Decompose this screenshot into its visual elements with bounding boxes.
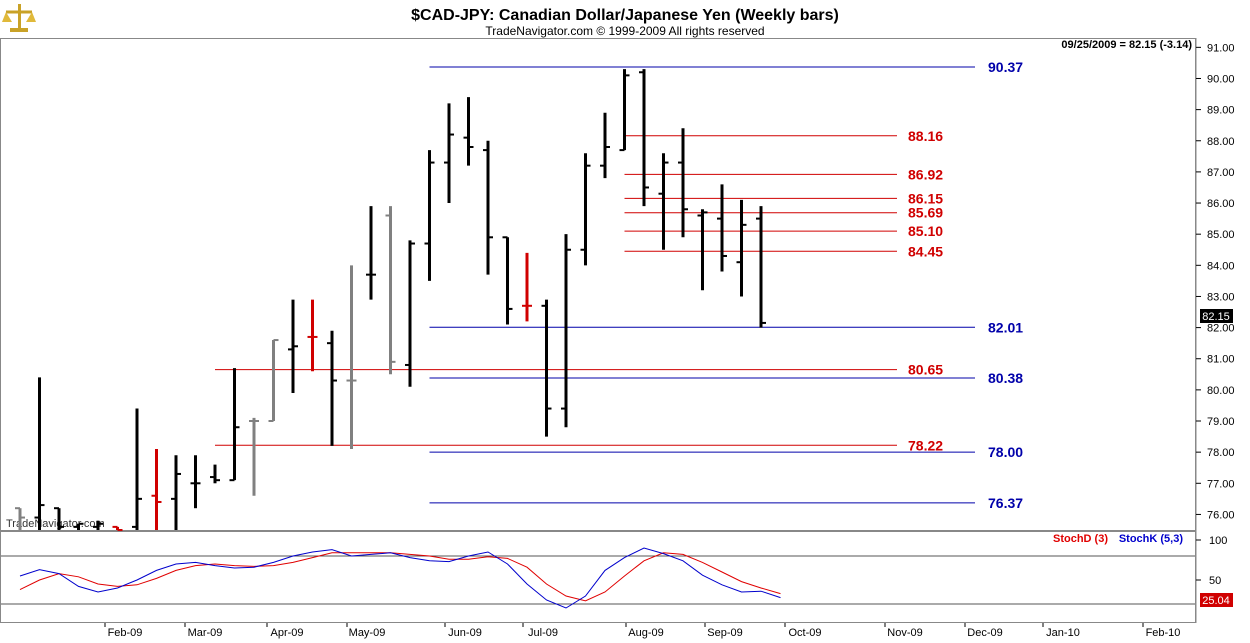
y-tick-label: 90.00 bbox=[1207, 73, 1235, 85]
last-price-label: 82.15 bbox=[1202, 311, 1230, 323]
last-price-tag bbox=[1200, 309, 1233, 323]
y-tick-label: 81.00 bbox=[1207, 354, 1235, 366]
level-label: 80.65 bbox=[908, 362, 943, 378]
scales-logo-icon bbox=[2, 4, 36, 32]
x-tick-label: Jul-09 bbox=[528, 627, 558, 639]
x-tick-label: Jan-10 bbox=[1046, 627, 1080, 639]
time-axis: Feb-09 Mar-09 Apr-09 May-09 Jun-09 Jul-09 Aug-… bbox=[104, 623, 1181, 639]
stochD-line bbox=[19, 552, 781, 602]
y-tick-label: 79.00 bbox=[1207, 416, 1235, 428]
level-label: 76.37 bbox=[988, 495, 1023, 511]
stoch-last-tag bbox=[1200, 593, 1233, 607]
level-label: 78.22 bbox=[908, 437, 943, 453]
y-tick-label: 78.00 bbox=[1207, 447, 1235, 459]
level-label: 88.16 bbox=[908, 128, 943, 144]
x-tick-label: Dec-09 bbox=[967, 627, 1002, 639]
x-tick-label: Sep-09 bbox=[707, 627, 742, 639]
level-label: 86.92 bbox=[908, 166, 943, 182]
x-tick-label: Apr-09 bbox=[270, 627, 303, 639]
x-tick-label: Mar-09 bbox=[188, 627, 223, 639]
stoch-tick-label: 100 bbox=[1209, 535, 1227, 547]
y-tick-label: 80.00 bbox=[1207, 385, 1235, 397]
price-pane bbox=[0, 38, 1196, 531]
stochK-line bbox=[19, 547, 781, 609]
quote-readout: 09/25/2009 = 82.15 (-3.14) bbox=[1061, 39, 1192, 51]
price-axis: 91.00 90.00 89.00 88.00 87.00 86.00 85.00 84.00… bbox=[1196, 42, 1235, 521]
y-tick-label: 89.00 bbox=[1207, 105, 1235, 117]
x-tick-label: Nov-09 bbox=[887, 627, 922, 639]
stoch-pane bbox=[0, 531, 1196, 623]
x-tick-label: Feb-09 bbox=[108, 627, 143, 639]
x-tick-label: Feb-10 bbox=[1146, 627, 1181, 639]
level-label: 85.10 bbox=[908, 223, 943, 239]
stoch-last-label: 25.04 bbox=[1202, 595, 1230, 607]
level-label: 84.45 bbox=[908, 243, 943, 259]
level-label: 80.38 bbox=[988, 370, 1023, 386]
y-tick-label: 87.00 bbox=[1207, 167, 1235, 179]
y-tick-label: 76.00 bbox=[1207, 509, 1235, 521]
chart-subtitle: TradeNavigator.com © 1999-2009 All right… bbox=[485, 24, 764, 38]
ohlc-bars bbox=[15, 69, 766, 531]
stoch-tick-label: 50 bbox=[1209, 575, 1221, 587]
x-tick-label: Oct-09 bbox=[788, 627, 821, 639]
level-label: 78.00 bbox=[988, 444, 1023, 460]
level-label: 82.01 bbox=[988, 319, 1023, 335]
stochastic: 100 50 StochD (3) StochK (5,3) bbox=[1, 533, 1227, 609]
x-tick-label: Jun-09 bbox=[448, 627, 482, 639]
level-label: 85.69 bbox=[908, 205, 943, 221]
stochK-legend: StochK (5,3) bbox=[1119, 533, 1184, 545]
y-tick-label: 82.00 bbox=[1207, 323, 1235, 335]
x-tick-label: Aug-09 bbox=[628, 627, 663, 639]
y-tick-label: 86.00 bbox=[1207, 198, 1235, 210]
y-tick-label: 77.00 bbox=[1207, 478, 1235, 490]
level-label: 90.37 bbox=[988, 59, 1023, 75]
y-tick-label: 84.00 bbox=[1207, 260, 1235, 272]
y-tick-label: 85.00 bbox=[1207, 229, 1235, 241]
y-tick-label: 91.00 bbox=[1207, 42, 1235, 54]
y-tick-label: 88.00 bbox=[1207, 136, 1235, 148]
x-tick-label: May-09 bbox=[349, 627, 386, 639]
stochD-legend: StochD (3) bbox=[1053, 533, 1108, 545]
chart-title: $CAD-JPY: Canadian Dollar/Japanese Yen (… bbox=[411, 7, 839, 24]
level-label: 86.15 bbox=[908, 190, 943, 206]
y-tick-label: 83.00 bbox=[1207, 291, 1235, 303]
